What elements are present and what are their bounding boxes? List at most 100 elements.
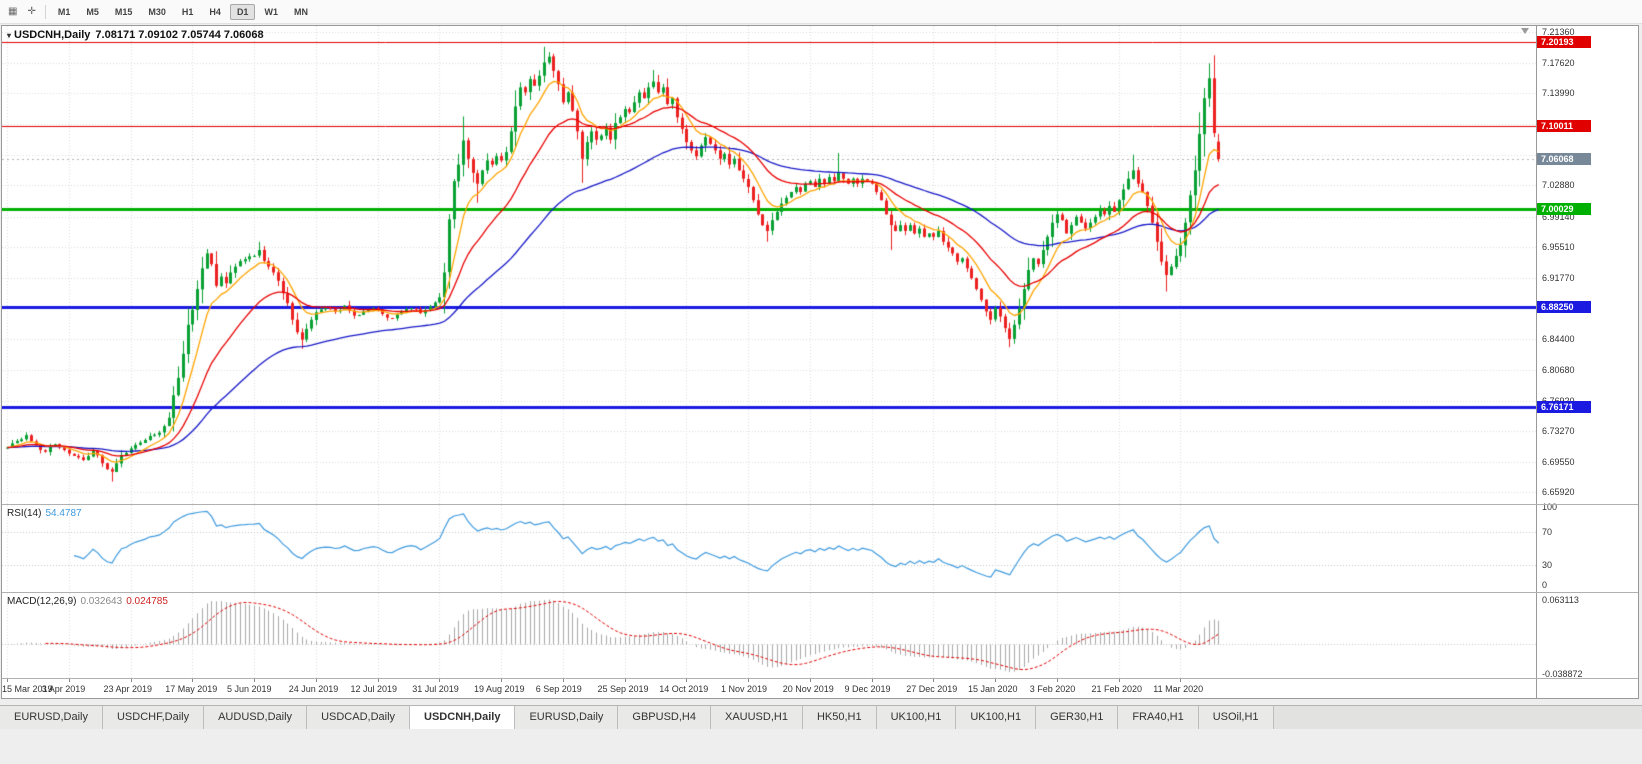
date-axis-label: 15 Jan 2020 <box>968 684 1018 694</box>
rsi-value: 54.4787 <box>45 508 82 519</box>
chart-tab-4-usdcnh-daily[interactable]: USDCNH,Daily <box>410 706 516 729</box>
chart-tab-11-ger30-h1[interactable]: GER30,H1 <box>1036 706 1119 729</box>
date-axis-label: 3 Feb 2020 <box>1029 684 1076 694</box>
date-axis-tick <box>1119 679 1120 682</box>
chart-tab-1-usdchf-daily[interactable]: USDCHF,Daily <box>102 706 205 729</box>
date-axis-label: 24 Jun 2019 <box>288 684 339 694</box>
date-axis-label: 27 Dec 2019 <box>906 684 958 694</box>
date-axis-tick <box>810 679 811 682</box>
date-axis-tick <box>625 679 626 682</box>
chart-ohlc-values: 7.08171 7.09102 7.05744 7.06068 <box>95 29 264 41</box>
chart-tab-5-eurusd-daily[interactable]: EURUSD,Daily <box>515 706 619 729</box>
chart-tab-2-audusd-daily[interactable]: AUDUSD,Daily <box>204 706 308 729</box>
timeframe-button-m5[interactable]: M5 <box>86 6 99 17</box>
timeframe-button-m1[interactable]: M1 <box>57 6 71 17</box>
chart-title: ▾ USDCNH,Daily 7.08171 7.09102 7.05744 7.0… <box>7 29 264 41</box>
date-axis-label: 21 Feb 2020 <box>1091 684 1143 694</box>
toolbar-separator <box>44 4 46 19</box>
date-axis-label: 17 May 2019 <box>165 684 218 694</box>
macd-signal-value: 0.024785 <box>126 596 168 607</box>
rsi-scale-100: 100 <box>1542 502 1558 512</box>
current-price-badge: 7.06068 <box>1537 153 1591 166</box>
macd-name: MACD(12,26,9) <box>7 596 77 607</box>
date-axis-tick <box>1057 679 1058 682</box>
macd-main-value: 0.032643 <box>80 596 123 607</box>
date-axis-label: 12 Jul 2019 <box>350 684 398 694</box>
chart-menu-icon[interactable]: ▾ <box>7 31 12 40</box>
date-axis-tick <box>69 679 70 682</box>
level-price-badge: 7.00029 <box>1537 203 1591 216</box>
date-axis-tick <box>254 679 255 682</box>
price-tick-label: 6.84400 <box>1542 333 1575 344</box>
date-axis-tick <box>501 679 502 682</box>
date-axis-label: 23 Apr 2019 <box>103 684 153 694</box>
time-axis[interactable]: 15 Mar 2019 3 Apr 2019 23 Apr 2019 17 May 2… <box>2 679 1536 698</box>
rsi-scale-70: 70 <box>1542 527 1553 537</box>
price-tick-label: 6.80680 <box>1542 364 1575 375</box>
pane-separator[interactable] <box>2 592 1638 593</box>
macd-label: MACD(12,26,9) 0.032643 0.024785 <box>7 596 168 607</box>
date-axis-label: 15 Mar 2019 <box>2 684 53 694</box>
timeframe-button-h4[interactable]: H4 <box>209 6 221 17</box>
timeframe-button-m15[interactable]: M15 <box>114 6 133 17</box>
macd-scale-top: 0.063113 <box>1542 595 1579 605</box>
price-tick-label: 6.91770 <box>1542 272 1575 283</box>
date-axis-tick <box>316 679 317 682</box>
date-axis-tick <box>192 679 193 682</box>
rsi-scale-0: 0 <box>1542 580 1548 590</box>
crosshair-icon[interactable]: ✛ <box>27 6 36 17</box>
timeframe-button-d1[interactable]: D1 <box>229 3 256 20</box>
main-chart-canvas[interactable] <box>2 26 1536 504</box>
date-axis-label: 6 Sep 2019 <box>535 684 582 694</box>
date-axis-tick <box>872 679 873 682</box>
date-axis-label: 3 Apr 2019 <box>41 684 86 694</box>
price-tick-label: 6.65920 <box>1542 487 1575 498</box>
price-tick-label: 6.95510 <box>1542 241 1575 252</box>
pane-separator[interactable] <box>2 504 1638 505</box>
price-axis[interactable]: 100 70 30 0 0.063113 -0.038872 7.21360 7.… <box>1536 26 1638 698</box>
macd-pane-canvas[interactable] <box>2 593 1536 678</box>
date-axis-label: 31 Jul 2019 <box>412 684 459 694</box>
chart-tab-3-usdcad-daily[interactable]: USDCAD,Daily <box>307 706 411 729</box>
chart-tab-10-uk100-h1[interactable]: UK100,H1 <box>956 706 1037 729</box>
date-axis-label: 1 Nov 2019 <box>721 684 768 694</box>
timeframe-button-m30[interactable]: M30 <box>148 6 166 17</box>
date-axis-label: 5 Jun 2019 <box>227 684 272 694</box>
rsi-pane-canvas[interactable] <box>2 505 1536 592</box>
price-tick-label: 7.13990 <box>1542 88 1575 99</box>
chart-tab-12-fra40-h1[interactable]: FRA40,H1 <box>1118 706 1199 729</box>
chart-window: ▾ USDCNH,Daily 7.08171 7.09102 7.05744 7.0… <box>1 25 1639 699</box>
level-price-badge: 7.20193 <box>1537 35 1591 48</box>
chart-tab-6-gbpusd-h4[interactable]: GBPUSD,H4 <box>618 706 711 729</box>
chart-tab-13-usoil-h1[interactable]: USOil,H1 <box>1198 706 1274 729</box>
date-axis-label: 25 Sep 2019 <box>597 684 649 694</box>
chart-tab-7-xauusd-h1[interactable]: XAUUSD,H1 <box>710 706 803 729</box>
price-tick-label: 7.21360 <box>1542 27 1575 38</box>
date-axis-label: 19 Aug 2019 <box>474 684 525 694</box>
chart-mode-icon[interactable]: ▦ <box>8 6 18 17</box>
chart-tab-0-eurusd-daily[interactable]: EURUSD,Daily <box>0 706 103 729</box>
date-axis-tick <box>933 679 934 682</box>
chart-tab-9-uk100-h1[interactable]: UK100,H1 <box>876 706 957 729</box>
date-axis-tick <box>131 679 132 682</box>
price-tick-label: 6.76920 <box>1542 396 1575 406</box>
timeframe-button-group: M1 M5 M15 M30 H1 H4 D1 W1 MN <box>50 3 316 20</box>
pane-separator <box>2 678 1638 679</box>
rsi-scale-30: 30 <box>1542 560 1553 570</box>
rsi-name: RSI(14) <box>7 508 42 519</box>
timeframe-toolbar: ▦ ✛ M1 M5 M15 M30 H1 H4 D1 W1 MN <box>0 0 1642 24</box>
chart-tab-8-hk50-h1[interactable]: HK50,H1 <box>802 706 877 729</box>
timeframe-button-mn[interactable]: MN <box>293 6 308 17</box>
price-tick-label: 7.02880 <box>1542 180 1575 191</box>
date-axis-tick <box>378 679 379 682</box>
date-axis-label: 20 Nov 2019 <box>782 684 834 694</box>
timeframe-button-h1[interactable]: H1 <box>181 6 194 17</box>
date-axis-label: 11 Mar 2020 <box>1153 684 1204 694</box>
rsi-label: RSI(14) 54.4787 <box>7 508 82 519</box>
date-axis-tick <box>563 679 564 682</box>
timeframe-button-w1[interactable]: W1 <box>264 6 278 17</box>
chart-shift-marker[interactable] <box>1521 28 1529 34</box>
date-axis-label: 14 Oct 2019 <box>659 684 709 694</box>
date-axis-tick <box>1180 679 1181 682</box>
price-tick-label: 6.73270 <box>1542 426 1575 437</box>
